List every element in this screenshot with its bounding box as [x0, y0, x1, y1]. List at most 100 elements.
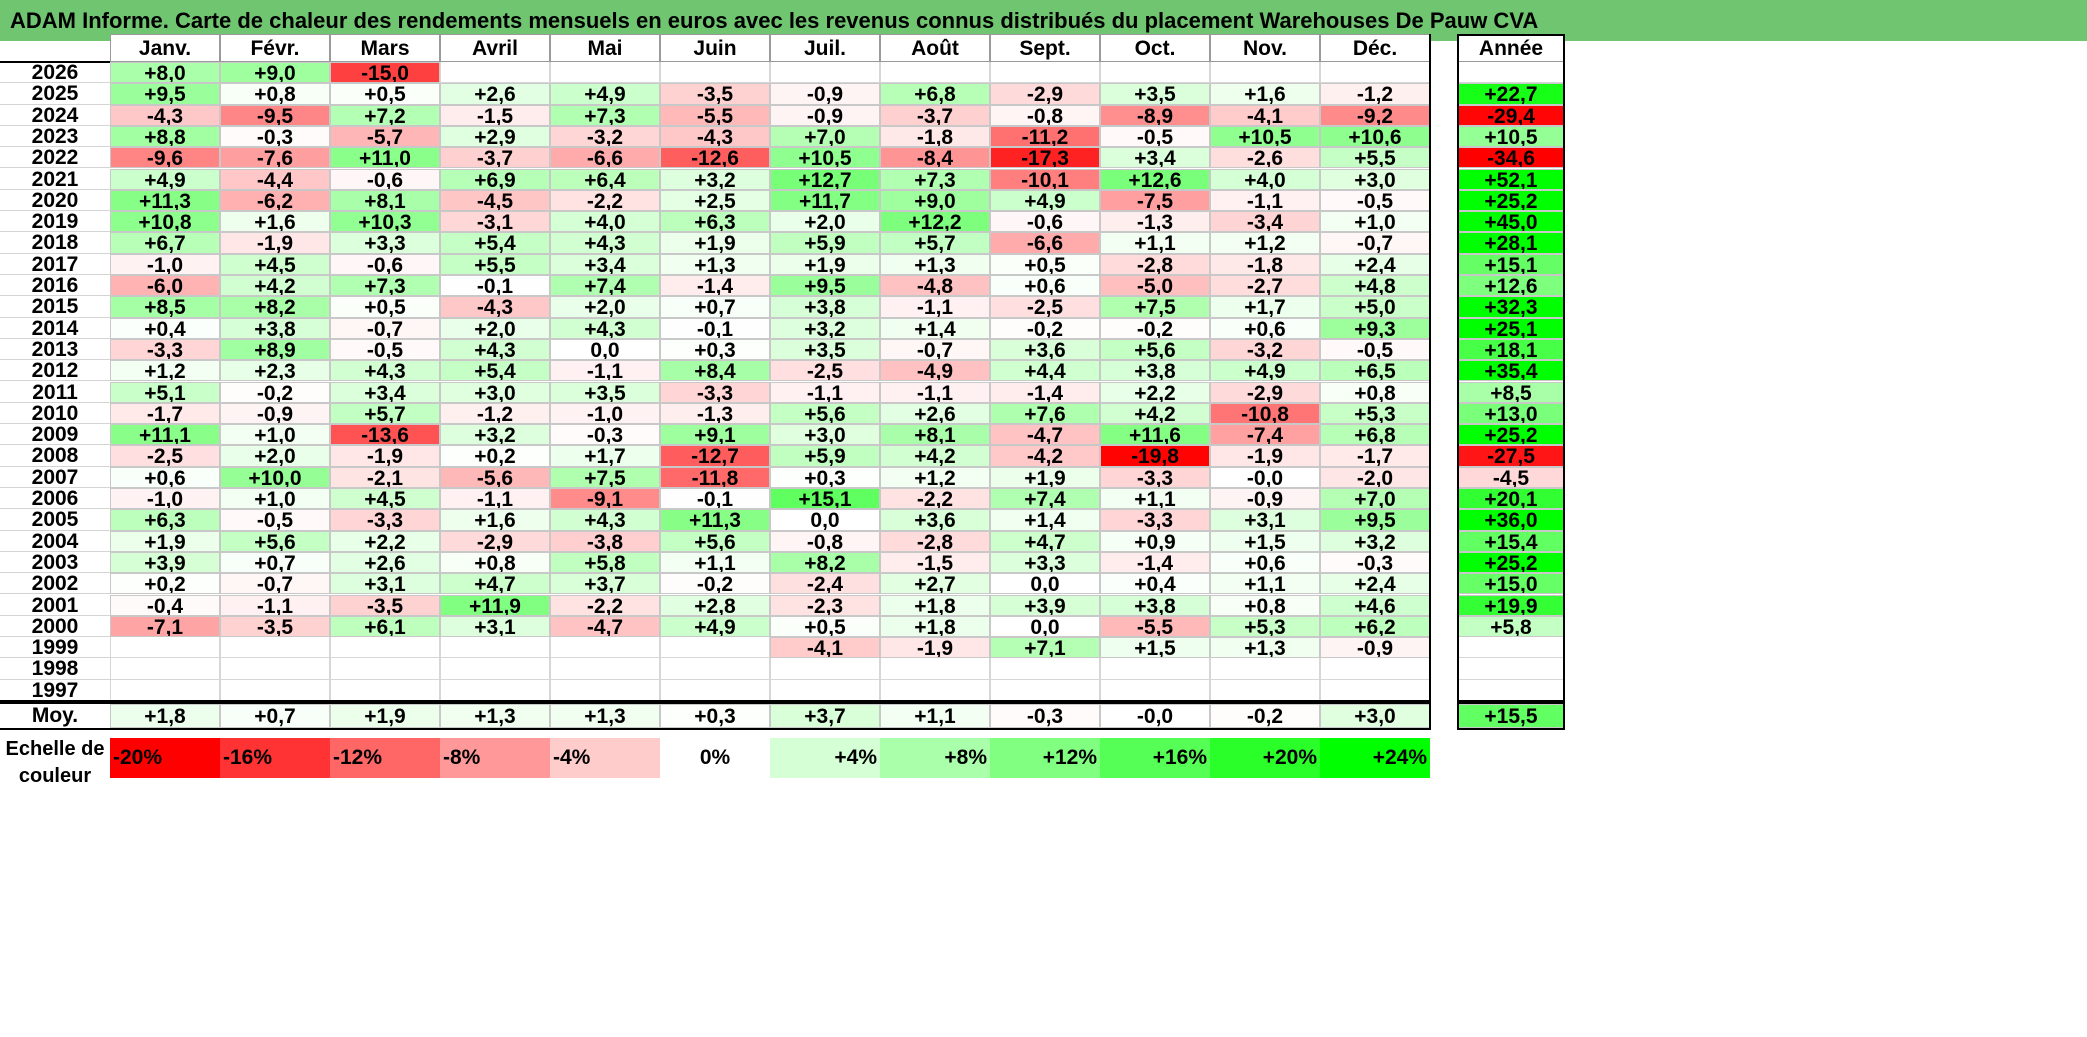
heatmap-cell: +8,1: [880, 424, 990, 446]
annual-cell: +25,2: [1457, 424, 1565, 446]
annual-cell: +32,3: [1457, 296, 1565, 318]
heatmap-cell: +5,8: [550, 551, 660, 574]
heatmap-cell: +1,6: [440, 509, 550, 531]
heatmap-cell: -3,2: [1210, 338, 1320, 361]
heatmap-cell: +11,3: [660, 509, 770, 531]
heatmap-cell: +5,5: [440, 253, 550, 275]
heatmap-cell: +3,8: [220, 317, 330, 339]
annual-cell: +35,4: [1457, 360, 1565, 382]
heatmap-cell: -0,6: [330, 168, 440, 190]
annual-cell: +28,1: [1457, 232, 1565, 254]
heatmap-cell: +8,9: [220, 338, 330, 361]
heatmap-cell: +3,6: [880, 509, 990, 531]
column-header: Oct.: [1100, 34, 1210, 62]
row-year-label: 2000: [0, 616, 110, 638]
heatmap-cell: +1,1: [660, 551, 770, 574]
row-year-label: 2008: [0, 445, 110, 467]
heatmap-cell: +0,2: [440, 445, 550, 467]
heatmap-cell: +2,3: [220, 360, 330, 382]
heatmap-cell: +5,6: [770, 402, 880, 425]
heatmap-cell: -0,2: [660, 573, 770, 595]
annual-cell: -34,6: [1457, 147, 1565, 169]
heatmap-cell: -1,9: [1210, 445, 1320, 467]
heatmap-cell: -0,7: [880, 338, 990, 361]
annual-cell: +25,2: [1457, 551, 1565, 574]
heatmap-cell: -7,4: [1210, 424, 1320, 446]
heatmap-cell: +1,1: [1210, 573, 1320, 595]
heatmap-cell: +0,4: [110, 317, 220, 339]
heatmap-cell: +11,9: [440, 594, 550, 616]
row-year-label: 2012: [0, 360, 110, 382]
heatmap-cell: -0,1: [440, 275, 550, 297]
heatmap-cell: +2,4: [1320, 573, 1430, 595]
heatmap-cell: +3,8: [1100, 594, 1210, 616]
heatmap-cell: +1,0: [220, 424, 330, 446]
heatmap-cell: +0,6: [990, 275, 1100, 297]
heatmap-cell: +1,5: [1100, 637, 1210, 659]
annual-cell: +8,5: [1457, 381, 1565, 403]
heatmap-cell: -1,4: [660, 275, 770, 297]
heatmap-cell: +2,9: [440, 125, 550, 148]
heatmap-cell: -1,1: [880, 296, 990, 318]
heatmap-cell: +2,7: [880, 573, 990, 595]
heatmap-cell: -4,3: [660, 125, 770, 148]
heatmap-cell: [770, 658, 880, 680]
average-cell: -0,0: [1100, 704, 1210, 728]
heatmap-cell: -0,3: [550, 424, 660, 446]
heatmap-cell: -10,8: [1210, 402, 1320, 425]
heatmap-cell: [220, 637, 330, 659]
heatmap-cell: +4,9: [1210, 360, 1320, 382]
row-year-label: 2021: [0, 169, 110, 190]
row-year-label: 2025: [0, 83, 110, 105]
heatmap-cell: +7,6: [990, 402, 1100, 425]
heatmap-cell: -3,4: [1210, 211, 1320, 233]
heatmap-cell: -3,7: [440, 147, 550, 169]
annual-cell: +15,4: [1457, 530, 1565, 552]
heatmap-cell: +9,3: [1320, 317, 1430, 339]
heatmap-cell: +4,3: [330, 360, 440, 382]
annual-cell: +10,5: [1457, 125, 1565, 148]
heatmap-cell: +3,4: [550, 253, 660, 275]
heatmap-cell: +1,4: [880, 317, 990, 339]
heatmap-cell: -2,8: [1100, 253, 1210, 275]
annual-cell: +12,6: [1457, 275, 1565, 297]
annual-cell: +52,1: [1457, 168, 1565, 190]
heatmap-cell: +8,0: [110, 62, 220, 84]
heatmap-cell: +12,6: [1100, 168, 1210, 190]
heatmap-cell: -2,2: [550, 594, 660, 616]
heatmap-cell: -1,1: [1210, 189, 1320, 212]
annual-cell: -27,5: [1457, 445, 1565, 467]
color-scale-swatch: -12%: [330, 738, 440, 778]
heatmap-cell: +10,6: [1320, 125, 1430, 148]
heatmap-cell: +0,9: [1100, 530, 1210, 552]
heatmap-cell: +2,0: [220, 445, 330, 467]
row-year-label: 2016: [0, 275, 110, 297]
color-scale-label: Echelle de couleur: [0, 736, 110, 787]
heatmap-cell: +4,3: [550, 232, 660, 254]
heatmap-cell: +0,8: [1320, 381, 1430, 403]
heatmap-cell: +6,4: [550, 168, 660, 190]
row-year-label: 2007: [0, 467, 110, 488]
heatmap-cell: -1,4: [990, 381, 1100, 403]
heatmap-cell: +1,3: [880, 253, 990, 275]
heatmap-cell: +7,3: [550, 104, 660, 126]
row-year-label: 2005: [0, 509, 110, 531]
heatmap-cell: [660, 637, 770, 659]
column-header: Nov.: [1210, 34, 1320, 62]
heatmap-cell: -1,1: [550, 360, 660, 382]
heatmap-cell: +3,0: [440, 381, 550, 403]
heatmap-cell: -2,9: [440, 530, 550, 552]
row-year-label: 1999: [0, 637, 110, 659]
annual-cell: -29,4: [1457, 104, 1565, 126]
heatmap-cell: +4,0: [550, 211, 660, 233]
heatmap-cell: +12,7: [770, 168, 880, 190]
heatmap-cell: +10,0: [220, 466, 330, 488]
heatmap-cell: +8,2: [770, 551, 880, 574]
heatmap-cell: -0,9: [770, 83, 880, 105]
heatmap-cell: -3,7: [880, 104, 990, 126]
row-year-label: 2003: [0, 552, 110, 574]
heatmap-cell: [550, 658, 660, 680]
heatmap-cell: -0,3: [1320, 551, 1430, 574]
heatmap-cell: -0,9: [770, 104, 880, 126]
heatmap-cell: +3,0: [770, 424, 880, 446]
